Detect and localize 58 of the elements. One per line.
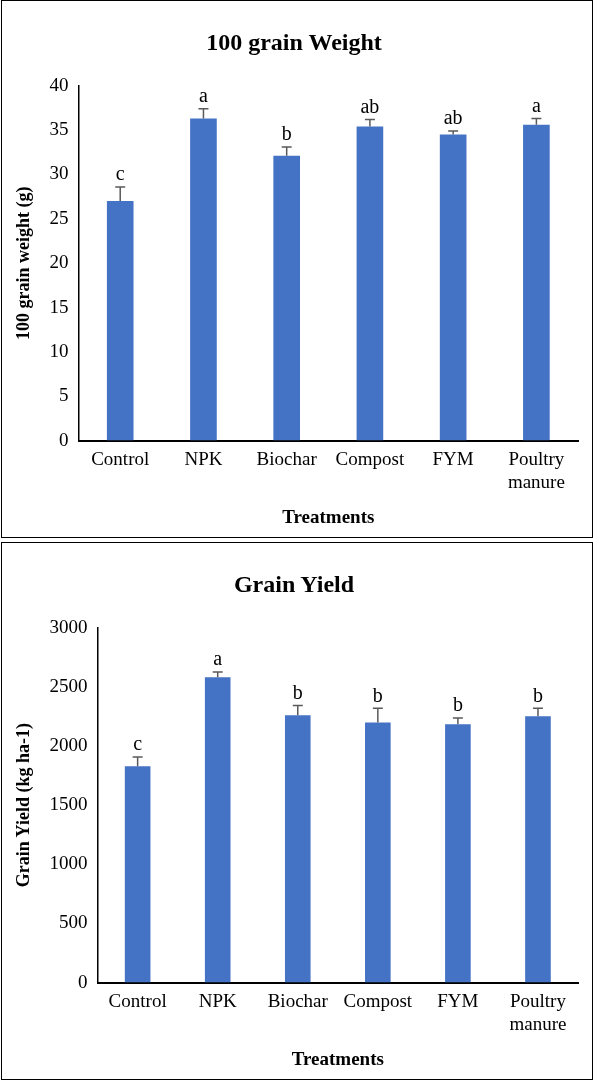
y-tick-label: 1500 (49, 793, 88, 815)
y-tick-label: 15 (49, 295, 69, 317)
x-tick-label: Control (108, 989, 167, 1011)
annotation: b (292, 680, 303, 703)
y-tick-label: 0 (78, 970, 88, 992)
x-tick-label: Control (91, 447, 150, 469)
x-tick-label: FYM (437, 989, 479, 1011)
y-tick-label: 5 (59, 384, 69, 406)
y-tick-label: 30 (49, 162, 69, 184)
y-tick-label: 2000 (49, 734, 88, 756)
y-tick-label: 3000 (49, 615, 88, 637)
bar (284, 715, 311, 983)
annotation: c (115, 162, 125, 185)
bar (106, 201, 134, 441)
y-tick-label: 2500 (49, 674, 88, 696)
annotation: a (213, 647, 223, 670)
x-tick-label: Compost (335, 447, 405, 469)
x-tick-label: Biochar (256, 447, 318, 469)
chart-title: Grain Yield (233, 570, 355, 597)
x-tick-label: NPK (184, 447, 223, 469)
y-tick-label: 25 (49, 206, 69, 228)
annotation: c (133, 732, 143, 755)
bar (525, 716, 551, 983)
y-tick-label: 0 (59, 428, 69, 450)
y-axis-title: Grain Yield (kg ha-1) (13, 723, 35, 888)
x-tick-label: Poultry manure (507, 447, 565, 492)
bar (273, 155, 300, 441)
annotation: b (532, 683, 543, 706)
bar (523, 124, 550, 441)
y-tick-label: 20 (49, 251, 69, 273)
chart-title: 100 grain Weight (206, 28, 382, 55)
x-tick-label: Compost (343, 989, 413, 1011)
x-tick-label: NPK (198, 989, 237, 1011)
annotation: ab (443, 106, 463, 129)
y-tick-label: 10 (49, 339, 69, 361)
bar (356, 126, 384, 441)
x-tick-label: FYM (432, 447, 474, 469)
x-axis-title: Treatments (291, 1047, 384, 1069)
bar (190, 118, 217, 441)
x-tick-label: Poultry manure (509, 989, 567, 1034)
bar (124, 766, 151, 983)
annotation: a (199, 84, 208, 107)
bar (204, 677, 231, 983)
y-tick-label: 35 (49, 118, 69, 140)
annotation: ab (360, 94, 380, 117)
y-tick-label: 40 (49, 73, 69, 95)
annotation: b (372, 683, 383, 706)
annotation: b (452, 693, 463, 716)
x-axis-title: Treatments (282, 505, 375, 527)
y-tick-label: 500 (59, 911, 88, 933)
y-axis-title: 100 grain weight (g) (13, 186, 35, 340)
bar (445, 724, 471, 983)
annotation: b (281, 122, 292, 145)
x-tick-label: Biochar (267, 989, 329, 1011)
bar (439, 134, 467, 441)
bar (365, 722, 391, 983)
y-tick-label: 1000 (49, 852, 88, 874)
annotation: a (531, 93, 541, 116)
